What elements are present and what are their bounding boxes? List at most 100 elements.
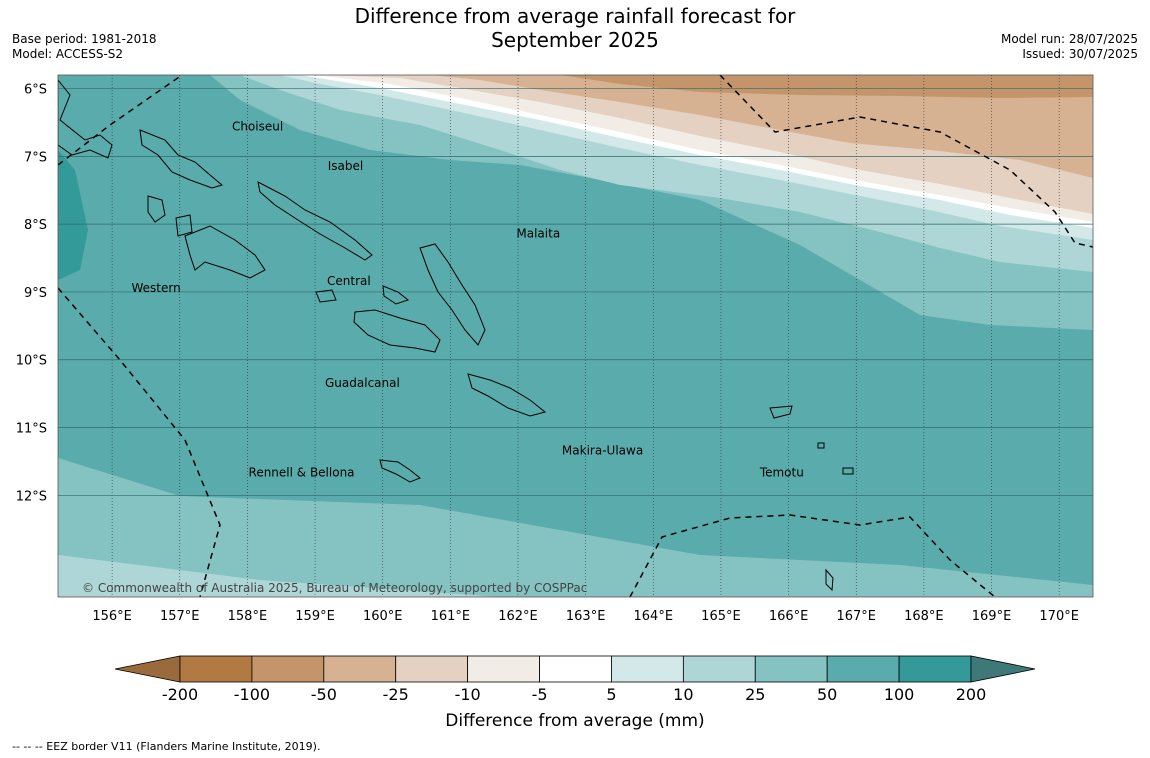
field-10-25-south xyxy=(58,555,500,597)
region-labels: Choiseul Isabel Malaita Western Central Guada… xyxy=(131,120,803,480)
lat-tick-label: 9°S xyxy=(24,286,47,301)
utupua-island xyxy=(817,442,825,449)
model-name: Model: ACCESS-S2 xyxy=(12,47,124,61)
legend-swatch xyxy=(898,655,972,683)
lon-tick-label: 157°E xyxy=(160,609,200,624)
lat-tick-label: 10°S xyxy=(16,354,47,369)
field-100-200 xyxy=(58,150,88,280)
malaita-island xyxy=(419,243,486,346)
legend-tick-label: 50 xyxy=(817,685,837,704)
lon-tick-label: 168°E xyxy=(904,609,944,624)
axis-labels: 156°E 157°E 158°E 159°E 160°E 161°E 162°E 163°E… xyxy=(16,83,1079,624)
kolombangara xyxy=(175,214,193,237)
legend-swatch xyxy=(251,655,325,683)
title-line-2: September 2025 xyxy=(491,28,659,52)
guadalcanal-island xyxy=(353,309,441,353)
lon-tick-label: 170°E xyxy=(1039,609,1079,624)
legend-swatch xyxy=(323,655,397,683)
map-field: Choiseul Isabel Malaita Western Central Guada… xyxy=(58,75,1093,597)
santa-isabel-island xyxy=(257,181,373,261)
region-label: Central xyxy=(327,274,371,288)
legend-title: Difference from average (mm) xyxy=(445,711,704,731)
legend-tick-label: 200 xyxy=(956,685,987,704)
lon-tick-label: 165°E xyxy=(701,609,741,624)
legend-tick-label: -10 xyxy=(455,685,481,704)
legend-swatch xyxy=(826,655,900,683)
florida-islands xyxy=(382,285,410,305)
legend-swatch xyxy=(467,655,540,683)
region-label: Makira-Ulawa xyxy=(562,444,643,458)
legend-tick-label: -25 xyxy=(383,685,409,704)
new-georgia xyxy=(184,225,266,279)
field-minus100-minus50 xyxy=(560,75,1093,98)
lat-tick-label: 11°S xyxy=(16,422,47,437)
field-25-50-south xyxy=(58,458,1093,597)
eez-border-north-west xyxy=(58,75,183,166)
lon-tick-label: 160°E xyxy=(363,609,403,624)
torres-islands xyxy=(825,568,834,592)
choiseul-island xyxy=(139,129,224,189)
legend-swatch xyxy=(539,655,612,683)
region-label: Choiseul xyxy=(232,120,283,134)
legend-tick-label: -50 xyxy=(311,685,337,704)
lon-tick-label: 163°E xyxy=(566,609,606,624)
gridlines xyxy=(58,75,1093,597)
lon-tick-label: 169°E xyxy=(972,609,1012,624)
legend-swatch xyxy=(611,655,684,683)
lon-tick-label: 162°E xyxy=(498,609,538,624)
lon-tick-label: 167°E xyxy=(836,609,876,624)
region-label: Rennell & Bellona xyxy=(249,465,355,479)
lon-tick-label: 164°E xyxy=(634,609,674,624)
lon-tick-label: 156°E xyxy=(92,609,132,624)
region-label: Malaita xyxy=(516,227,560,241)
map-title: Difference from average rainfall forecas… xyxy=(0,4,1150,52)
region-label: Isabel xyxy=(328,159,363,173)
lon-tick-label: 159°E xyxy=(295,609,335,624)
base-period: Base period: 1981-2018 xyxy=(12,32,157,46)
legend-swatch xyxy=(395,655,469,683)
region-label: Western xyxy=(131,281,180,295)
eez-border-north-east xyxy=(719,75,1093,248)
model-run: Model run: 28/07/2025 xyxy=(1000,32,1138,46)
meta-right: Model run: 28/07/2025 Issued: 30/07/2025 xyxy=(1001,32,1138,62)
region-label: Temotu xyxy=(759,465,804,479)
lat-tick-label: 7°S xyxy=(24,150,47,165)
field-minus50-minus25 xyxy=(430,75,1093,178)
copyright-notice: © Commonwealth of Australia 2025, Bureau… xyxy=(82,581,587,595)
lat-tick-label: 8°S xyxy=(24,218,47,233)
russell-islands xyxy=(315,289,337,303)
lat-tick-label: 6°S xyxy=(24,83,47,98)
legend-tick-label: 10 xyxy=(673,685,693,704)
legend-tick-label: -200 xyxy=(162,685,198,704)
eez-border-west xyxy=(58,287,221,597)
lon-tick-label: 161°E xyxy=(431,609,471,624)
vanikoro-island xyxy=(842,467,854,475)
legend: -200 -100 -50 -25 -10 -5 5 10 25 50 100 200 xyxy=(114,655,1036,704)
map-frame xyxy=(57,74,1094,598)
lon-tick-label: 166°E xyxy=(769,609,809,624)
legend-extend-low xyxy=(114,655,181,683)
legend-tick-label: -5 xyxy=(532,685,548,704)
eez-footnote: -- -- -- EEZ border V11 (Flanders Marine… xyxy=(12,740,321,753)
rennell-island xyxy=(379,459,421,483)
meta-left: Base period: 1981-2018 Model: ACCESS-S2 xyxy=(12,32,157,62)
lat-tick-label: 12°S xyxy=(16,489,47,504)
vella-lavella xyxy=(147,195,166,223)
legend-extend-high xyxy=(970,655,1036,683)
coastlines xyxy=(58,79,854,592)
eez-borders xyxy=(58,75,1093,597)
bougainville xyxy=(58,79,113,159)
title-line-1: Difference from average rainfall forecas… xyxy=(354,4,796,28)
legend-swatch xyxy=(682,655,756,683)
eez-border-south-east xyxy=(629,514,996,597)
legend-tick-label: 5 xyxy=(606,685,616,704)
region-label: Guadalcanal xyxy=(325,376,400,390)
legend-tick-label: -100 xyxy=(234,685,270,704)
santa-cruz-island xyxy=(769,405,793,419)
makira-island xyxy=(467,373,547,417)
issued-date: Issued: 30/07/2025 xyxy=(1022,47,1138,61)
legend-swatch xyxy=(179,655,253,683)
legend-tick-label: 100 xyxy=(884,685,915,704)
lon-tick-label: 158°E xyxy=(228,609,268,624)
